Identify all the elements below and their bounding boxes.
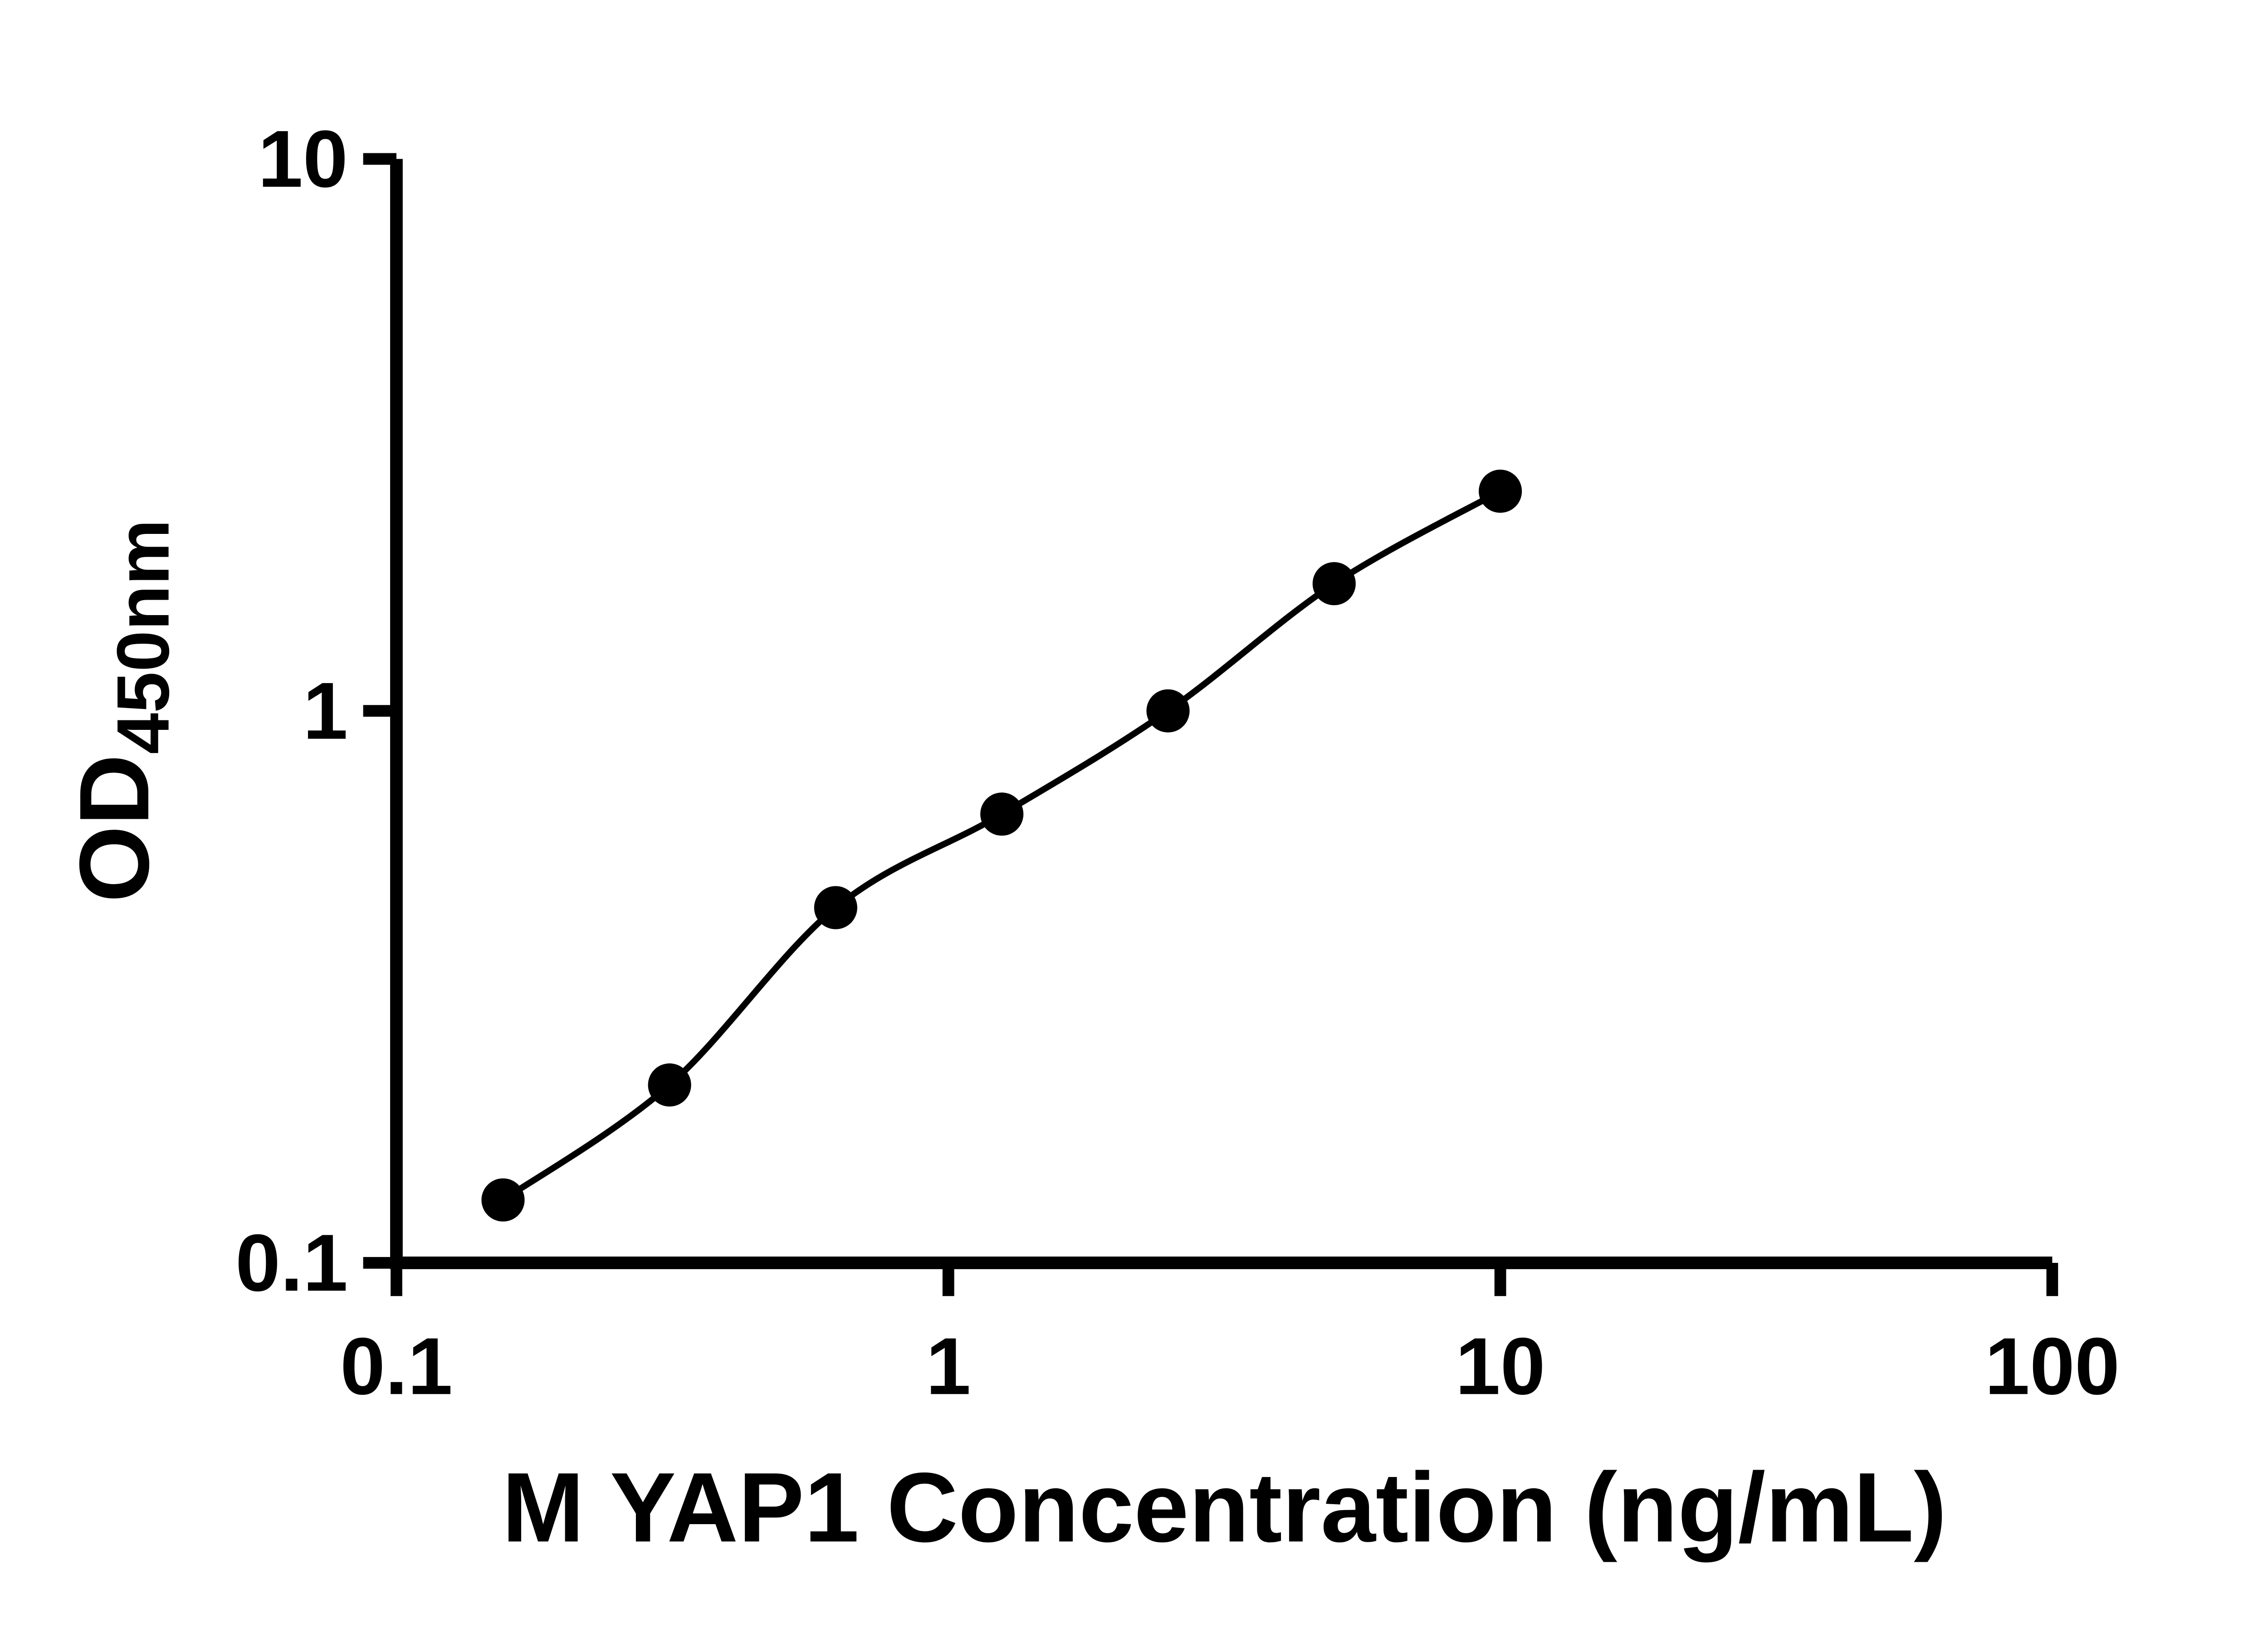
- y-axis-tick-label: 1: [303, 666, 348, 756]
- x-axis-tick-label: 10: [1455, 1321, 1545, 1411]
- data-point: [1312, 562, 1356, 606]
- data-point: [481, 1178, 525, 1222]
- x-axis-tick-label: 1: [926, 1321, 971, 1411]
- data-point: [814, 886, 857, 929]
- data-point: [648, 1063, 691, 1107]
- y-axis-title: OD450nm: [59, 519, 185, 903]
- x-axis-tick-label: 0.1: [340, 1321, 453, 1411]
- axis-frame: [390, 159, 2053, 1269]
- data-point: [980, 792, 1024, 836]
- y-axis-tick-label: 0.1: [235, 1217, 348, 1308]
- data-point: [1479, 469, 1522, 513]
- y-axis-tick-label: 10: [258, 114, 348, 204]
- x-axis-tick-label: 100: [1985, 1321, 2120, 1411]
- data-point: [1146, 689, 1190, 733]
- x-axis-title: M YAP1 Concentration (ng/mL): [502, 1452, 1947, 1563]
